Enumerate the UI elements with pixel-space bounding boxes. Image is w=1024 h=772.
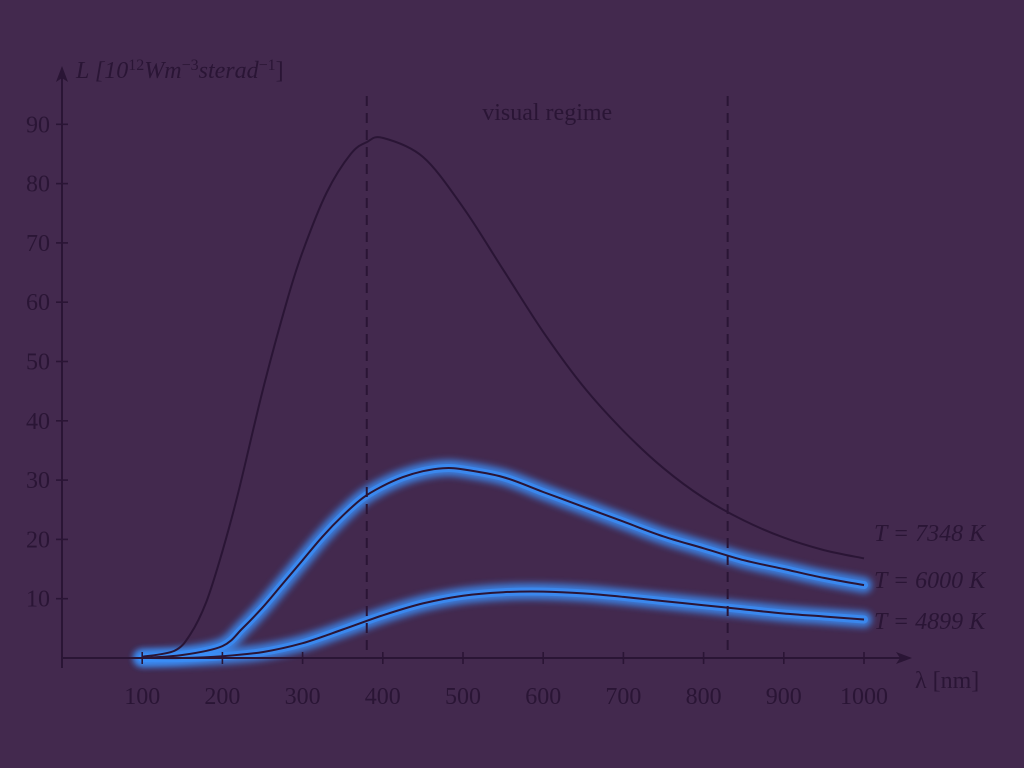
x-tick-label: 900 — [766, 684, 802, 710]
y-tick-label: 40 — [26, 409, 50, 435]
y-axis-title-exp1: 12 — [128, 57, 144, 74]
tick-marks — [56, 123, 865, 664]
y-axis-title-mid: Wm — [144, 58, 181, 84]
y-axis-title-exp2: −3 — [182, 57, 199, 74]
x-tick-label: 1000 — [840, 684, 888, 710]
x-tick-label: 500 — [445, 684, 481, 710]
series-line-2 — [142, 467, 865, 659]
y-tick-label: 10 — [26, 587, 50, 613]
y-tick-label: 50 — [26, 350, 50, 376]
y-tick-label: 70 — [26, 231, 50, 257]
x-axis-title: λ [nm] — [915, 668, 979, 694]
series-label-2: T = 6000 K — [874, 568, 987, 594]
x-tick-label: 700 — [605, 684, 641, 710]
y-axis-title-exp3: −1 — [259, 57, 276, 74]
x-tick-label: 100 — [124, 684, 160, 710]
series-line-3 — [142, 590, 865, 660]
x-tick-label: 400 — [365, 684, 401, 710]
visual-regime-label: visual regime — [482, 100, 612, 126]
y-axis-title-mid2: sterad — [199, 58, 260, 84]
y-tick-label: 60 — [26, 290, 50, 316]
y-tick-label: 20 — [26, 527, 50, 553]
x-tick-label: 800 — [686, 684, 722, 710]
x-axis-arrow-icon — [896, 652, 912, 664]
y-axis-title: L [1012Wm−3sterad−1] — [75, 57, 284, 85]
visual-regime-bounds — [365, 96, 729, 658]
axes — [56, 66, 912, 668]
y-tick-label: 90 — [26, 112, 50, 138]
tick-labels: 100 200 300 400 500 600 700 800 900 1000 10 20 30 40 5… — [26, 112, 888, 710]
series-labels: T = 7348 K T = 6000 K T = 4899 K — [874, 521, 987, 635]
y-axis-title-end: ] — [276, 58, 284, 84]
y-axis-title-main: L [10 — [75, 58, 128, 84]
x-tick-label: 600 — [525, 684, 561, 710]
x-tick-label: 200 — [204, 684, 240, 710]
curve-layer — [142, 136, 865, 660]
series-label-3: T = 4899 K — [874, 609, 987, 635]
series-label-1: T = 7348 K — [874, 521, 987, 547]
x-tick-label: 300 — [285, 684, 321, 710]
series-line-1 — [142, 136, 865, 658]
y-tick-label: 30 — [26, 468, 50, 494]
y-tick-label: 80 — [26, 172, 50, 198]
y-axis-arrow-icon — [56, 66, 68, 82]
